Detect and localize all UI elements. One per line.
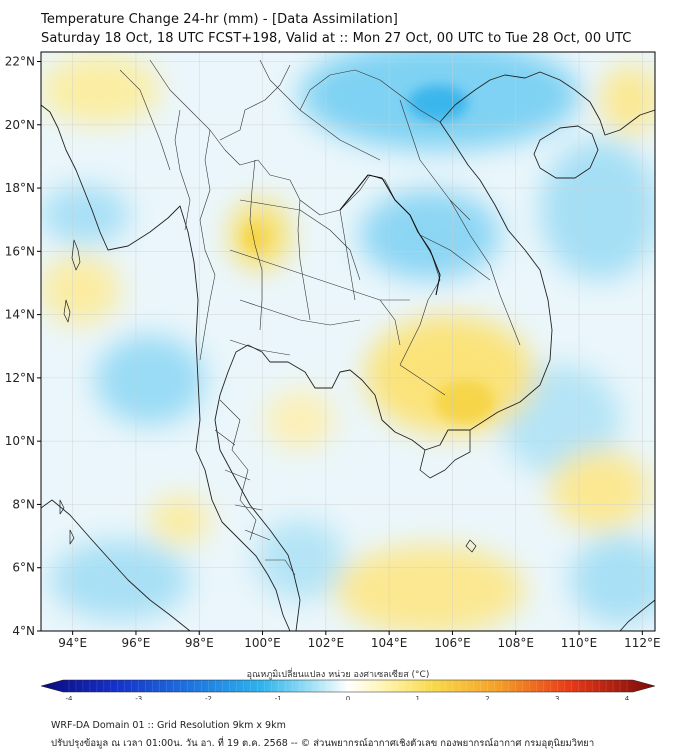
lat-tick-label: 22°N — [5, 54, 35, 68]
footer-credits: ปรับปรุงข้อมูล ณ เวลา 01:00น. วัน อา. ที… — [51, 738, 595, 749]
coastline-malay-east — [214, 71, 655, 631]
lon-tick-label: 96°E — [122, 636, 151, 650]
colorbar-tick-label: -2 — [205, 695, 212, 700]
coastline-hainan — [533, 125, 599, 179]
colorbar-tick-labels: -4 -3 -2 -1 0 1 2 3 4 — [66, 695, 630, 700]
lon-tick-label: 110°E — [561, 636, 598, 650]
colorbar-tick-label: -3 — [135, 695, 142, 700]
coastline-mainland-west — [41, 104, 291, 631]
warm-anomaly-west-south — [150, 495, 210, 545]
cold-anomaly-southwest — [50, 540, 190, 620]
cold-anomaly-west — [41, 185, 130, 245]
coastlines-and-borders — [41, 59, 655, 631]
lat-tick-label: 4°N — [12, 624, 35, 638]
coastline-sumatra — [41, 499, 191, 631]
lon-tick-label: 108°E — [497, 636, 534, 650]
map-title-line-2: Saturday 18 Oct, 18 UTC FCST+198, Valid … — [41, 31, 632, 46]
lon-tick-label: 106°E — [434, 636, 471, 650]
warm-anomaly-scs-east — [550, 450, 650, 530]
plot-frame — [40, 51, 656, 632]
colorbar-tick-label: 1 — [416, 695, 420, 700]
warm-core-thai — [243, 224, 267, 252]
warm-anomaly-myanmar-coast — [41, 255, 120, 325]
lat-tick-label: 20°N — [5, 118, 35, 132]
lon-tick-label: 102°E — [308, 636, 345, 650]
latitude-axis: 22°N 20°N 18°N 16°N 14°N 12°N 10°N 8°N 6°N 4°N — [5, 54, 41, 638]
lon-tick-label: 112°E — [624, 636, 661, 650]
colorbar-tick-label: -1 — [275, 695, 282, 700]
lat-tick-label: 6°N — [12, 561, 35, 575]
coastline-borneo — [619, 599, 655, 631]
warm-anomaly-gulf — [265, 390, 335, 450]
cold-anomaly-southeast — [570, 535, 655, 625]
warm-anomaly-south — [335, 545, 525, 631]
lat-tick-label: 10°N — [5, 434, 35, 448]
lat-tick-label: 18°N — [5, 181, 35, 195]
cold-anomaly-andaman — [95, 335, 205, 425]
lat-tick-label: 8°N — [12, 497, 35, 511]
footer-model-info: WRF-DA Domain 01 :: Grid Resolution 9km … — [51, 720, 286, 731]
colorbar-bar — [40, 679, 656, 693]
graticule — [41, 52, 655, 631]
colorbar-tick-label: 3 — [555, 695, 559, 700]
lat-tick-label: 14°N — [5, 308, 35, 322]
coastline-nicobar — [59, 499, 75, 545]
lon-tick-label: 104°E — [371, 636, 408, 650]
colorbar-tick-label: -4 — [66, 695, 74, 700]
lon-tick-label: 100°E — [244, 636, 281, 650]
temperature-map: 22°N 20°N 18°N 16°N 14°N 12°N 10°N 8°N 6°N 4°N 94… — [5, 51, 661, 700]
coastline-mekong-delta — [419, 430, 471, 479]
lat-tick-label: 12°N — [5, 371, 35, 385]
colorbar-tick-label: 2 — [485, 695, 489, 700]
colorbar-tick-label: 0 — [346, 695, 350, 700]
lat-tick-label: 16°N — [5, 244, 35, 258]
map-title-line-1: Temperature Change 24-hr (mm) - [Data As… — [41, 12, 398, 27]
warm-anomaly-northwest — [41, 55, 160, 125]
colorbar-dividers — [68, 680, 628, 692]
cold-anomaly-laos — [360, 190, 500, 280]
cold-core-north — [408, 85, 468, 121]
colorbar-title: อุณหภูมิเปลี่ยนแปลง หน่วย องศาเซลเซียส (… — [246, 670, 430, 680]
cold-anomaly-scs-north — [540, 140, 655, 280]
warm-anomaly-northeast — [600, 65, 655, 135]
coastline-andaman-islands — [63, 239, 81, 323]
colorbar-tick-label: 4 — [625, 695, 630, 700]
temperature-field — [41, 52, 655, 631]
warm-core-cambodia — [435, 380, 495, 424]
lon-tick-label: 94°E — [58, 636, 87, 650]
longitude-axis: 94°E 96°E 98°E 100°E 102°E 104°E 106°E 108°E 110… — [58, 631, 661, 650]
coastline-natuna — [465, 539, 477, 553]
colorbar: -4 -3 -2 -1 0 1 2 3 4 — [40, 679, 656, 700]
lon-tick-label: 98°E — [185, 636, 214, 650]
border-laos — [339, 174, 441, 296]
